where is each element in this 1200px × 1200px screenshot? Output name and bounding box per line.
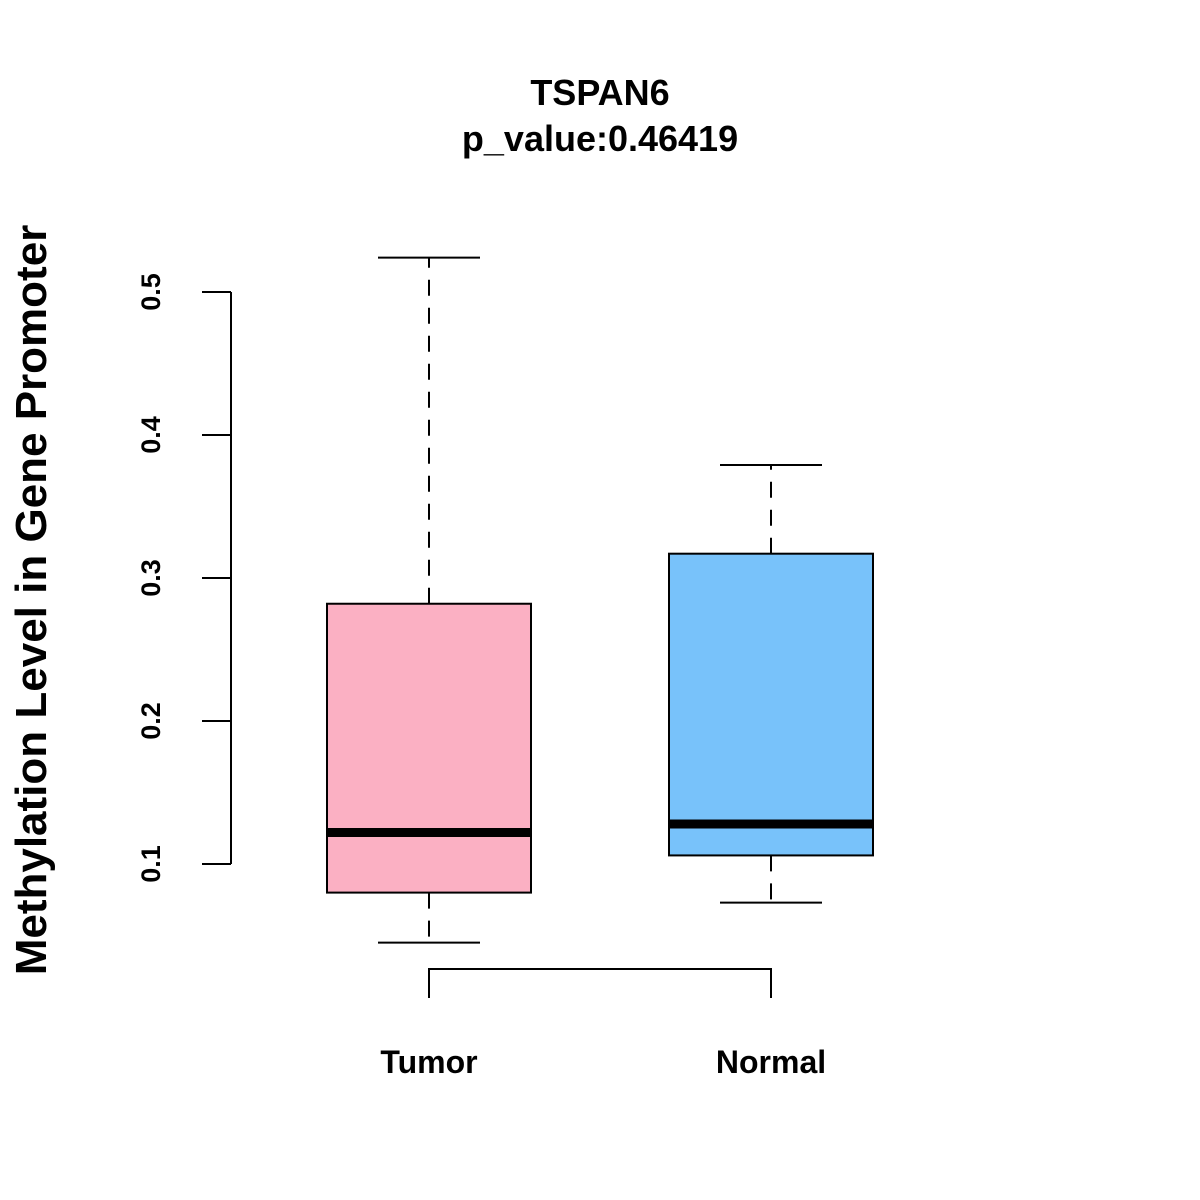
comparison-bracket [428,968,772,998]
y-tick-label: 0.4 [136,416,166,454]
bracket-line [428,968,772,998]
y-tick-label: 0.2 [136,702,166,740]
chart-title: TSPAN6 [530,72,669,113]
chart-subtitle: p_value:0.46419 [462,118,738,159]
y-tick-label: 0.3 [136,559,166,597]
y-axis-label: Methylation Level in Gene Promoter [7,225,56,976]
box-iqr [668,552,874,857]
box-tumor [326,256,532,944]
y-tick-label: 0.1 [136,845,166,883]
box-normal [668,464,874,904]
y-tick-label: 0.5 [136,273,166,311]
x-tick-label-normal: Normal [716,1044,826,1080]
box-iqr [326,602,532,894]
x-tick-label-tumor: Tumor [380,1044,477,1080]
y-axis: 0.1 0.2 0.3 0.4 0.5 [136,273,232,883]
category-labels: Tumor Normal [380,1044,826,1080]
boxes [326,256,874,944]
